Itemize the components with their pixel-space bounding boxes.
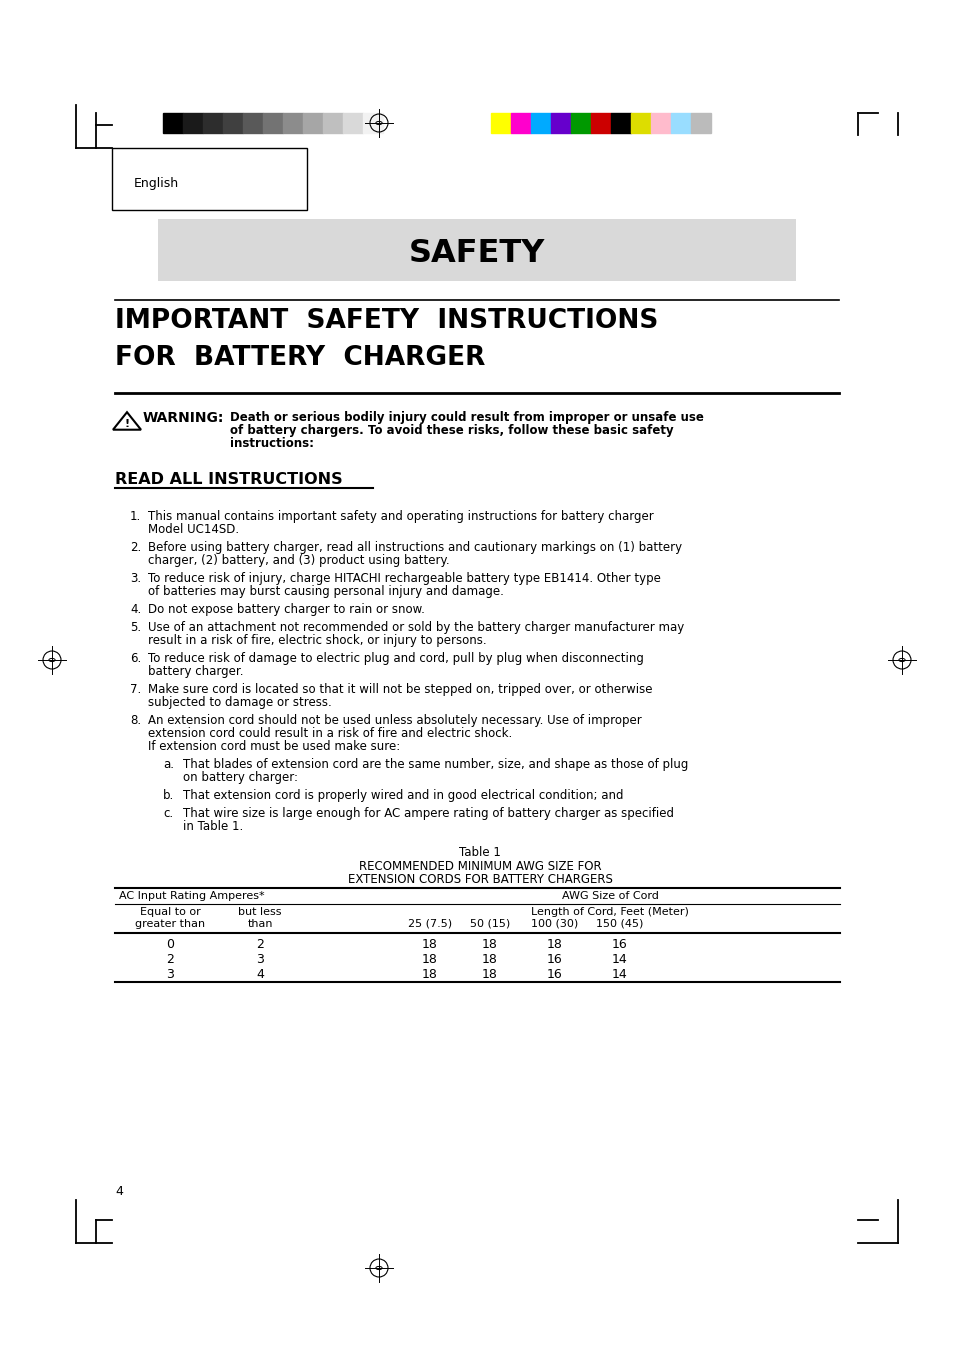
Bar — [363, 113, 382, 132]
Bar — [630, 113, 650, 132]
Text: If extension cord must be used make sure:: If extension cord must be used make sure… — [148, 740, 400, 753]
Text: instructions:: instructions: — [230, 436, 314, 450]
Text: 4: 4 — [115, 1185, 123, 1198]
Text: Table 1: Table 1 — [458, 846, 500, 859]
Text: charger, (2) battery, and (3) product using battery.: charger, (2) battery, and (3) product us… — [148, 554, 449, 567]
Bar — [203, 113, 223, 132]
Text: An extension cord should not be used unless absolutely necessary. Use of imprope: An extension cord should not be used unl… — [148, 713, 641, 727]
Text: 4: 4 — [255, 969, 264, 981]
Bar — [283, 113, 303, 132]
Text: extension cord could result in a risk of fire and electric shock.: extension cord could result in a risk of… — [148, 727, 512, 740]
Text: 18: 18 — [481, 952, 497, 966]
Text: 6.: 6. — [130, 653, 141, 665]
Text: 50 (15): 50 (15) — [470, 919, 510, 929]
Bar — [343, 113, 363, 132]
Bar — [263, 113, 283, 132]
Bar — [610, 113, 630, 132]
Text: a.: a. — [163, 758, 173, 771]
Text: This manual contains important safety and operating instructions for battery cha: This manual contains important safety an… — [148, 509, 653, 523]
Text: in Table 1.: in Table 1. — [183, 820, 243, 834]
Text: 5.: 5. — [130, 621, 141, 634]
Text: Equal to or: Equal to or — [139, 907, 200, 917]
Text: c.: c. — [163, 807, 172, 820]
Text: 18: 18 — [421, 969, 437, 981]
Text: of batteries may burst causing personal injury and damage.: of batteries may burst causing personal … — [148, 585, 503, 598]
Text: Length of Cord, Feet (Meter): Length of Cord, Feet (Meter) — [531, 907, 688, 917]
Text: 8.: 8. — [130, 713, 141, 727]
Text: 16: 16 — [547, 952, 562, 966]
Bar — [223, 113, 243, 132]
Text: !: ! — [124, 419, 130, 430]
Text: 3.: 3. — [130, 571, 141, 585]
Text: result in a risk of fire, electric shock, or injury to persons.: result in a risk of fire, electric shock… — [148, 634, 486, 647]
Text: of battery chargers. To avoid these risks, follow these basic safety: of battery chargers. To avoid these risk… — [230, 424, 673, 436]
Text: but less: but less — [238, 907, 281, 917]
Text: 14: 14 — [612, 952, 627, 966]
Text: 16: 16 — [612, 938, 627, 951]
Text: subjected to damage or stress.: subjected to damage or stress. — [148, 696, 332, 709]
Text: battery charger.: battery charger. — [148, 665, 243, 678]
Bar — [571, 113, 590, 132]
Text: SAFETY: SAFETY — [409, 238, 544, 269]
Text: on battery charger:: on battery charger: — [183, 771, 297, 784]
Text: 3: 3 — [166, 969, 173, 981]
Text: 2: 2 — [166, 952, 173, 966]
Bar — [112, 149, 307, 209]
Text: 18: 18 — [421, 938, 437, 951]
Text: 3: 3 — [255, 952, 264, 966]
Text: AWG Size of Cord: AWG Size of Cord — [561, 892, 658, 901]
Bar — [303, 113, 323, 132]
Text: Death or serious bodily injury could result from improper or unsafe use: Death or serious bodily injury could res… — [230, 411, 703, 424]
Text: Do not expose battery charger to rain or snow.: Do not expose battery charger to rain or… — [148, 603, 424, 616]
Bar — [323, 113, 343, 132]
Bar — [243, 113, 263, 132]
Text: READ ALL INSTRUCTIONS: READ ALL INSTRUCTIONS — [115, 471, 342, 486]
Text: That wire size is large enough for AC ampere rating of battery charger as specif: That wire size is large enough for AC am… — [183, 807, 673, 820]
Text: Before using battery charger, read all instructions and cautionary markings on (: Before using battery charger, read all i… — [148, 540, 681, 554]
Text: 18: 18 — [481, 938, 497, 951]
Text: Model UC14SD.: Model UC14SD. — [148, 523, 239, 536]
Text: 14: 14 — [612, 969, 627, 981]
Text: 7.: 7. — [130, 684, 141, 696]
Text: Use of an attachment not recommended or sold by the battery charger manufacturer: Use of an attachment not recommended or … — [148, 621, 683, 634]
Text: English: English — [133, 177, 179, 189]
Bar — [491, 113, 511, 132]
Text: To reduce risk of damage to electric plug and cord, pull by plug when disconnect: To reduce risk of damage to electric plu… — [148, 653, 643, 665]
Text: greater than: greater than — [134, 919, 205, 929]
Text: 0: 0 — [166, 938, 173, 951]
Text: 18: 18 — [546, 938, 562, 951]
Bar — [690, 113, 710, 132]
Text: 150 (45): 150 (45) — [596, 919, 643, 929]
Bar — [511, 113, 531, 132]
Text: That blades of extension cord are the same number, size, and shape as those of p: That blades of extension cord are the sa… — [183, 758, 688, 771]
Text: than: than — [247, 919, 273, 929]
Bar — [163, 113, 183, 132]
Text: That extension cord is properly wired and in good electrical condition; and: That extension cord is properly wired an… — [183, 789, 623, 802]
Bar — [590, 113, 610, 132]
Text: 25 (7.5): 25 (7.5) — [408, 919, 452, 929]
Text: 100 (30): 100 (30) — [531, 919, 578, 929]
Bar — [650, 113, 670, 132]
Text: Make sure cord is located so that it will not be stepped on, tripped over, or ot: Make sure cord is located so that it wil… — [148, 684, 652, 696]
Text: 18: 18 — [481, 969, 497, 981]
Text: WARNING:: WARNING: — [143, 411, 224, 426]
Bar — [551, 113, 571, 132]
Text: 16: 16 — [547, 969, 562, 981]
Bar — [531, 113, 551, 132]
Bar — [183, 113, 203, 132]
Bar — [670, 113, 690, 132]
Text: RECOMMENDED MINIMUM AWG SIZE FOR: RECOMMENDED MINIMUM AWG SIZE FOR — [358, 861, 600, 873]
Text: 2: 2 — [255, 938, 264, 951]
Bar — [158, 219, 795, 281]
Text: AC Input Rating Amperes*: AC Input Rating Amperes* — [119, 892, 264, 901]
Text: To reduce risk of injury, charge HITACHI rechargeable battery type EB1414. Other: To reduce risk of injury, charge HITACHI… — [148, 571, 660, 585]
Text: 18: 18 — [421, 952, 437, 966]
Text: 1.: 1. — [130, 509, 141, 523]
Text: IMPORTANT  SAFETY  INSTRUCTIONS: IMPORTANT SAFETY INSTRUCTIONS — [115, 308, 658, 334]
Text: 2.: 2. — [130, 540, 141, 554]
Text: 4.: 4. — [130, 603, 141, 616]
Text: FOR  BATTERY  CHARGER: FOR BATTERY CHARGER — [115, 345, 485, 372]
Text: b.: b. — [163, 789, 174, 802]
Text: EXTENSION CORDS FOR BATTERY CHARGERS: EXTENSION CORDS FOR BATTERY CHARGERS — [347, 873, 612, 886]
